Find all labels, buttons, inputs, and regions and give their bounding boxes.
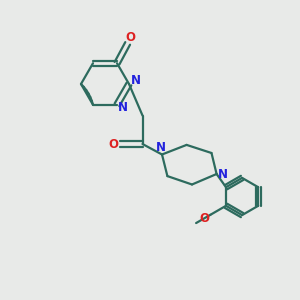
Text: O: O: [199, 212, 209, 225]
Text: N: N: [118, 101, 128, 114]
Text: N: N: [218, 167, 228, 181]
Text: N: N: [155, 141, 166, 154]
Text: O: O: [126, 31, 136, 44]
Text: N: N: [130, 74, 141, 88]
Text: O: O: [108, 137, 118, 151]
